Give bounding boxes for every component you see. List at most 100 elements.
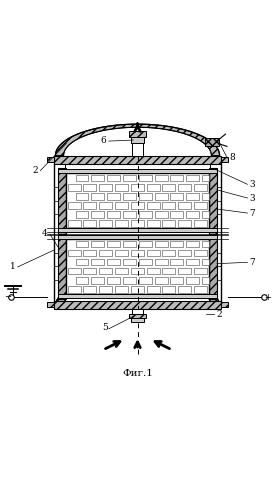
Bar xyxy=(202,212,209,218)
Bar xyxy=(115,286,128,292)
Bar xyxy=(186,175,199,182)
Bar xyxy=(147,268,160,274)
Bar xyxy=(178,268,191,274)
Bar xyxy=(205,138,219,146)
Text: 3: 3 xyxy=(250,194,255,202)
Bar xyxy=(147,184,160,190)
Bar xyxy=(107,175,120,182)
Bar xyxy=(99,184,112,190)
Bar xyxy=(163,286,175,292)
Bar xyxy=(76,212,89,218)
Bar xyxy=(123,259,136,266)
Bar xyxy=(170,277,183,283)
Bar xyxy=(83,250,97,256)
Polygon shape xyxy=(56,124,219,156)
Bar xyxy=(131,220,144,227)
Bar xyxy=(107,212,120,218)
Bar xyxy=(68,220,81,227)
Text: 1: 1 xyxy=(10,262,16,271)
Bar xyxy=(147,250,160,256)
Bar xyxy=(129,131,146,137)
Bar xyxy=(99,250,112,256)
Bar xyxy=(76,259,89,266)
Bar xyxy=(186,193,199,200)
Bar xyxy=(83,202,97,209)
Bar xyxy=(194,250,207,256)
Bar xyxy=(91,240,104,247)
Bar xyxy=(178,184,191,190)
Bar xyxy=(202,277,209,283)
Bar xyxy=(194,286,207,292)
Bar xyxy=(54,156,221,164)
Bar xyxy=(163,268,175,274)
Text: 3: 3 xyxy=(250,180,255,189)
Bar xyxy=(123,240,136,247)
Bar xyxy=(178,250,191,256)
Bar xyxy=(163,220,175,227)
Bar xyxy=(194,184,207,190)
Bar xyxy=(139,193,152,200)
Text: 7: 7 xyxy=(249,258,255,267)
Bar xyxy=(91,193,104,200)
Bar xyxy=(76,240,89,247)
Bar xyxy=(107,240,120,247)
Text: 2: 2 xyxy=(217,310,222,319)
Bar xyxy=(139,277,152,283)
Bar xyxy=(131,184,144,190)
Bar xyxy=(147,202,160,209)
Bar xyxy=(163,202,175,209)
Bar xyxy=(131,202,144,209)
Bar xyxy=(68,202,81,209)
Bar xyxy=(115,268,128,274)
Bar xyxy=(178,286,191,292)
Bar xyxy=(107,259,120,266)
Bar xyxy=(99,220,112,227)
Bar xyxy=(68,286,81,292)
Bar xyxy=(115,220,128,227)
Bar xyxy=(54,300,221,309)
Bar xyxy=(83,286,97,292)
Bar xyxy=(58,228,217,232)
Bar xyxy=(202,259,209,266)
Bar xyxy=(66,239,209,294)
Bar xyxy=(131,318,144,322)
Bar xyxy=(107,277,120,283)
Bar xyxy=(99,268,112,274)
Bar xyxy=(155,212,167,218)
Text: 6: 6 xyxy=(100,136,106,145)
Bar xyxy=(115,184,128,190)
Bar xyxy=(163,184,175,190)
Bar xyxy=(178,202,191,209)
Text: +: + xyxy=(264,292,271,302)
Bar xyxy=(155,240,167,247)
Bar xyxy=(221,157,228,162)
Bar xyxy=(202,240,209,247)
Bar xyxy=(131,137,144,143)
Bar xyxy=(131,286,144,292)
Bar xyxy=(209,234,217,299)
Bar xyxy=(68,184,81,190)
Bar xyxy=(202,175,209,182)
Bar xyxy=(115,202,128,209)
Text: 4: 4 xyxy=(42,229,47,238)
Bar xyxy=(76,175,89,182)
Bar xyxy=(186,259,199,266)
Bar xyxy=(132,131,143,156)
Bar xyxy=(170,193,183,200)
Bar xyxy=(221,302,228,308)
Bar xyxy=(139,175,152,182)
Bar xyxy=(155,277,167,283)
Bar xyxy=(83,220,97,227)
Bar xyxy=(163,250,175,256)
Bar xyxy=(123,277,136,283)
Bar xyxy=(123,175,136,182)
Bar xyxy=(170,175,183,182)
Bar xyxy=(139,240,152,247)
Bar xyxy=(68,250,81,256)
Bar xyxy=(155,193,167,200)
Bar xyxy=(76,277,89,283)
Text: −: − xyxy=(4,292,11,302)
Bar xyxy=(76,193,89,200)
Text: 8: 8 xyxy=(229,153,235,162)
Bar xyxy=(170,240,183,247)
